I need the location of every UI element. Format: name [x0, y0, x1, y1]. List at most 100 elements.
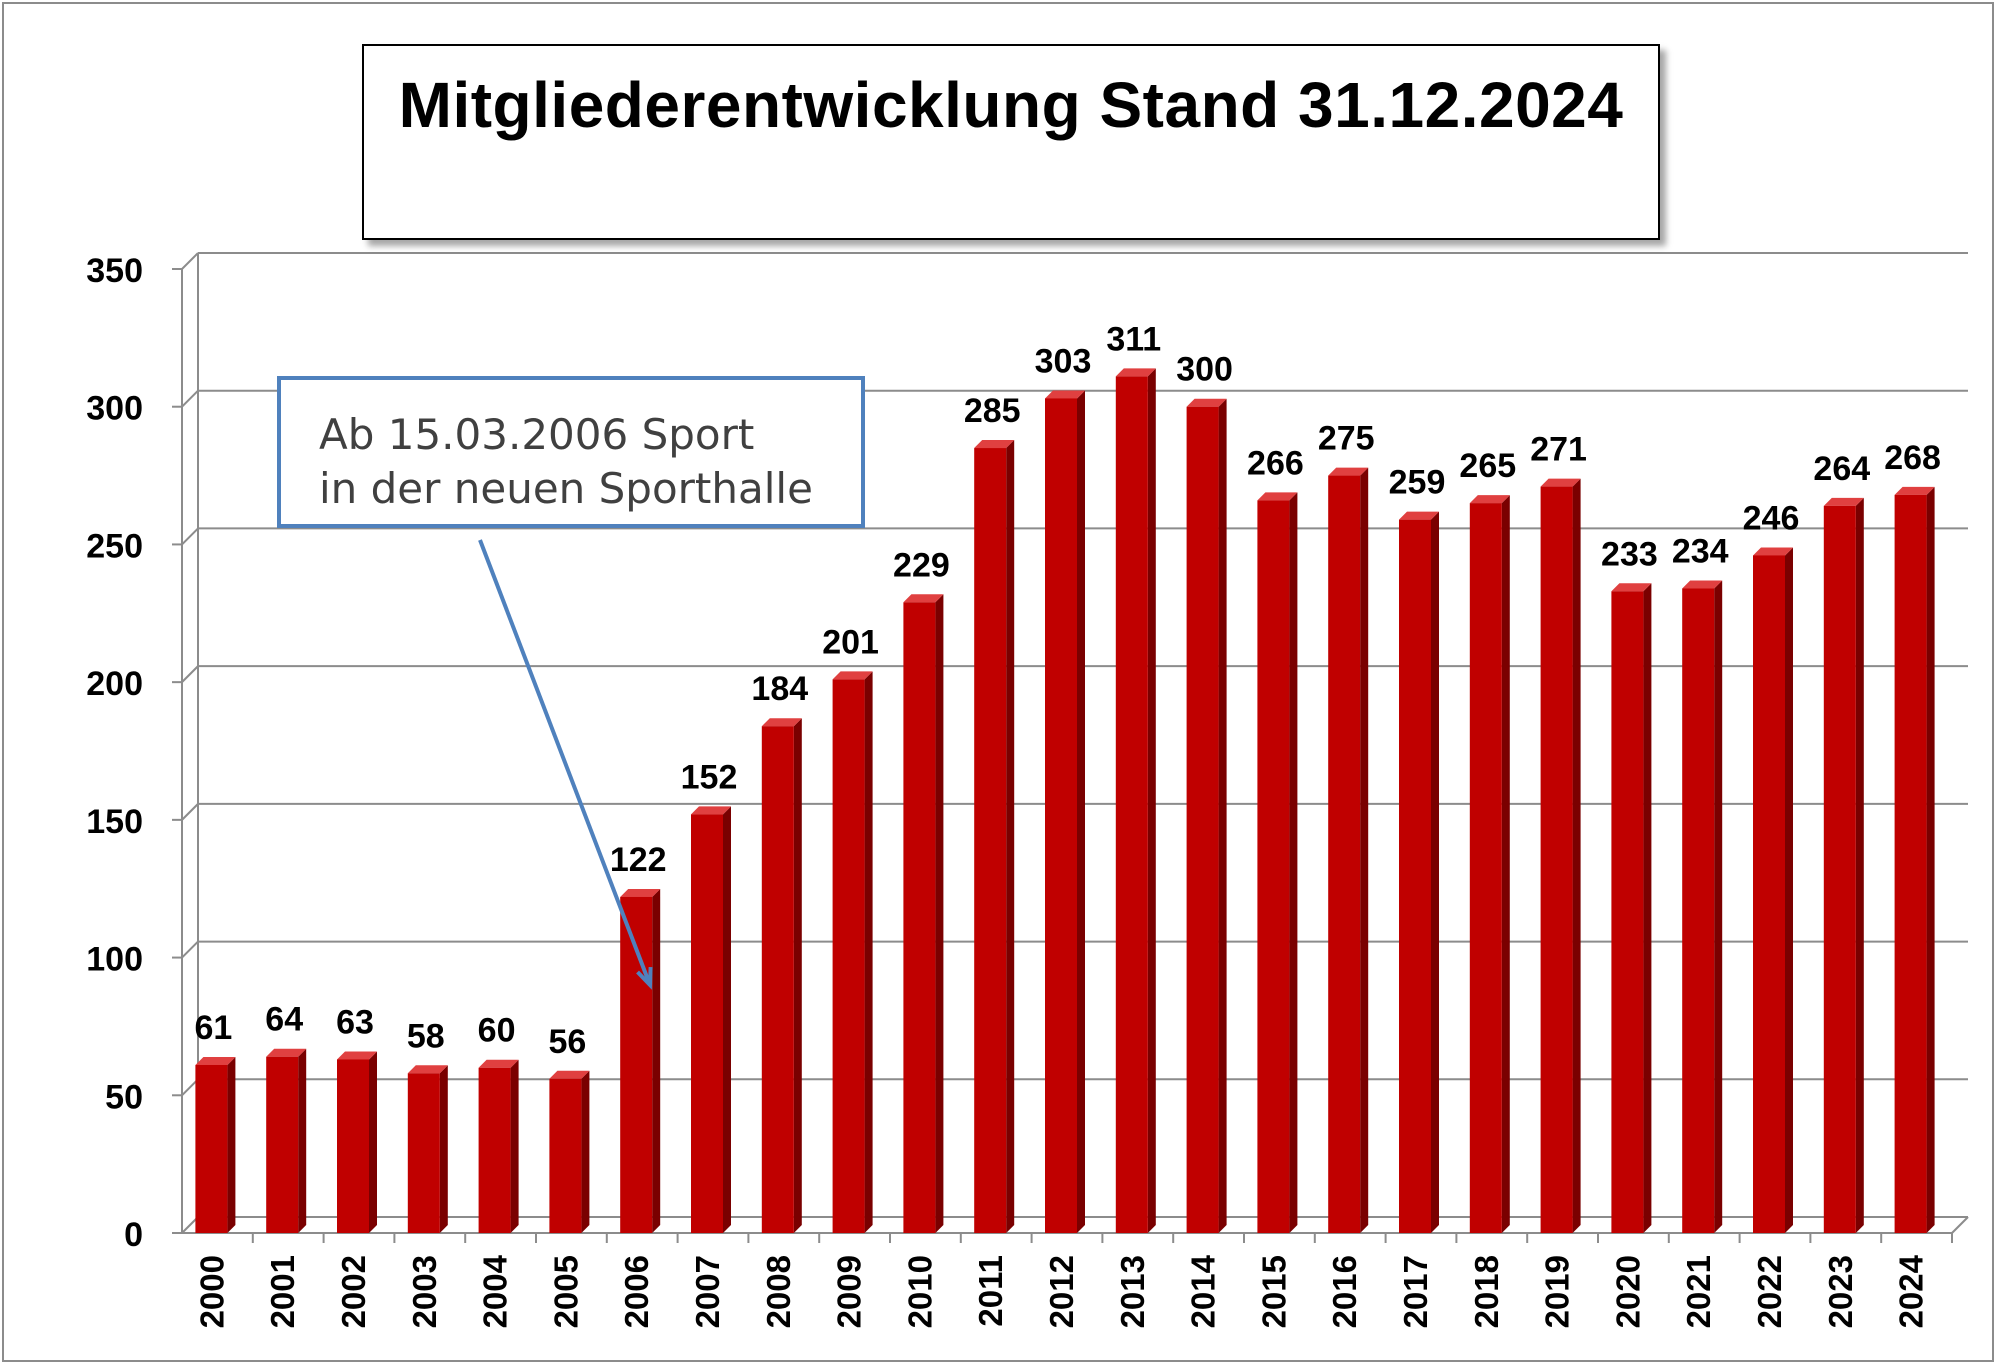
bar	[407, 1073, 440, 1233]
data-label: 266	[1247, 444, 1304, 482]
x-tick-label: 2011	[972, 1255, 1009, 1327]
x-tick-label: 2000	[193, 1255, 230, 1328]
bar-top	[549, 1070, 590, 1079]
bar	[266, 1056, 299, 1233]
gridline-depth	[181, 803, 199, 821]
bar-top	[1753, 547, 1793, 556]
bar-side	[935, 594, 944, 1233]
bar	[761, 726, 794, 1233]
gridline-depth	[181, 665, 199, 683]
data-label: 201	[822, 623, 879, 661]
x-tick-label: 2024	[1893, 1254, 1930, 1328]
bar-top	[761, 718, 802, 727]
bar-side	[227, 1056, 236, 1233]
y-tick-label: 300	[86, 390, 143, 428]
bar	[1540, 486, 1573, 1233]
bar	[1257, 500, 1290, 1233]
x-tick-label: 2002	[335, 1255, 372, 1328]
annotation-callout: Ab 15.03.2006 Sport in der neuen Sportha…	[277, 376, 865, 528]
bar	[1682, 588, 1715, 1233]
bar	[903, 602, 936, 1233]
bar-top	[1469, 495, 1510, 504]
x-tick-label: 2008	[760, 1255, 797, 1328]
bar-side	[1431, 511, 1439, 1233]
x-tick-label: 2012	[1043, 1255, 1080, 1328]
bar-side	[581, 1070, 590, 1233]
bar-top	[903, 594, 944, 603]
x-tick-label: 2001	[264, 1255, 301, 1328]
bar	[549, 1078, 582, 1233]
data-label: 285	[964, 392, 1021, 430]
bar-side	[723, 806, 731, 1233]
annotation-arrowhead	[636, 966, 653, 990]
bar-side	[1855, 497, 1864, 1234]
bar-top	[1540, 478, 1581, 487]
bar	[1045, 398, 1077, 1233]
data-label: 63	[336, 1003, 374, 1041]
data-label: 184	[751, 670, 808, 708]
annotation-line-2: in der neuen Sporthalle	[319, 464, 813, 513]
x-tick-label: 2020	[1609, 1255, 1646, 1328]
data-label: 259	[1389, 464, 1446, 502]
x-tick-label: 2009	[831, 1255, 868, 1328]
bar	[1753, 555, 1785, 1233]
bar-top	[407, 1065, 448, 1074]
gridline-depth	[181, 1216, 199, 1234]
data-label: 61	[194, 1009, 232, 1047]
bar	[1186, 406, 1219, 1233]
bar-side	[1572, 478, 1581, 1233]
bar-top	[832, 671, 873, 680]
gridline-depth	[181, 940, 199, 959]
bar-side	[1006, 440, 1015, 1233]
x-tick-label: 2013	[1114, 1255, 1151, 1328]
bar-side	[1501, 495, 1510, 1234]
chart-title: Mitgliederentwicklung Stand 31.12.2024	[398, 69, 1624, 141]
gridline-depth	[181, 252, 199, 270]
y-tick-label: 250	[86, 527, 143, 565]
bar-side	[1289, 492, 1298, 1233]
bar-top	[337, 1051, 377, 1060]
bar-side	[1218, 398, 1227, 1233]
bar-side	[439, 1065, 448, 1233]
bar	[195, 1064, 228, 1233]
bar-side	[1077, 390, 1085, 1233]
x-tick-label: 2004	[477, 1254, 514, 1328]
y-tick-label: 50	[105, 1078, 143, 1116]
title-box: Mitgliederentwicklung Stand 31.12.2024	[362, 44, 1660, 240]
bar-side	[864, 671, 873, 1233]
x-tick-label: 2005	[547, 1255, 584, 1328]
bar	[832, 679, 865, 1233]
data-label: 58	[407, 1017, 445, 1055]
bar-side	[1147, 368, 1156, 1234]
x-tick-label: 2021	[1680, 1255, 1717, 1328]
y-tick-label: 100	[86, 941, 143, 979]
y-tick-label: 150	[86, 803, 143, 841]
bar-top	[478, 1059, 519, 1068]
data-label: 234	[1672, 532, 1729, 570]
bar-side	[1714, 580, 1723, 1233]
data-label: 268	[1884, 439, 1941, 477]
x-axis-depth	[1951, 1216, 1969, 1234]
bar	[691, 814, 723, 1233]
bar-side	[510, 1059, 519, 1233]
bar	[1611, 591, 1644, 1233]
bar-top	[1823, 497, 1864, 506]
data-label: 265	[1459, 447, 1516, 485]
bar-side	[298, 1048, 307, 1233]
data-label: 300	[1176, 351, 1233, 389]
bar-side	[793, 718, 802, 1233]
bar-top	[974, 440, 1015, 449]
bar	[1328, 475, 1361, 1234]
bar-top	[1399, 511, 1439, 520]
x-tick-label: 2006	[618, 1255, 655, 1328]
bar-side	[1360, 467, 1369, 1234]
bar-side	[369, 1051, 377, 1233]
bar-top	[691, 806, 731, 815]
x-tick-label: 2003	[406, 1255, 443, 1328]
x-tick-label: 2014	[1185, 1254, 1222, 1328]
x-tick-label: 2010	[901, 1255, 938, 1328]
bar	[974, 448, 1007, 1233]
x-tick-label: 2019	[1539, 1255, 1576, 1328]
x-tick-label: 2023	[1822, 1255, 1859, 1328]
bar	[1823, 505, 1856, 1234]
